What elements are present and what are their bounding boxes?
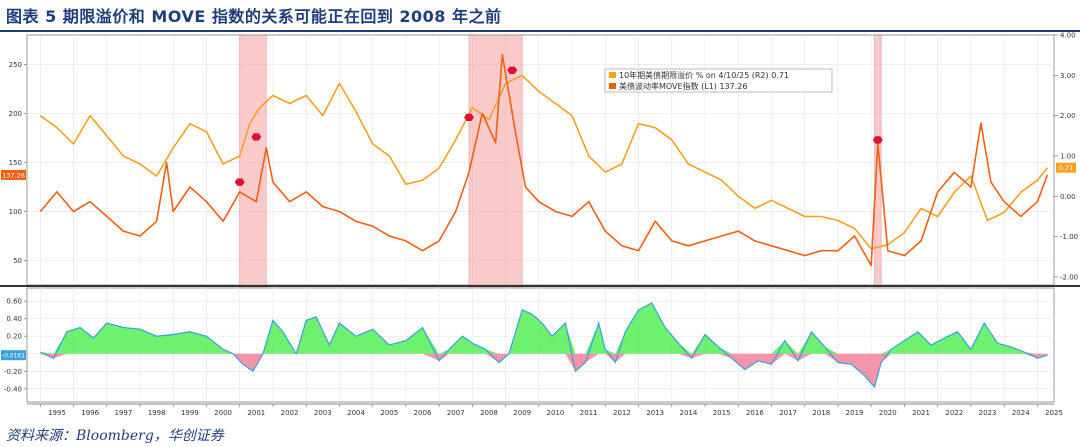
event-marker: [507, 66, 518, 74]
left-tick-label: 50: [13, 257, 22, 265]
spread-last-badge: [1, 350, 26, 361]
x-tick-label: 2022: [945, 409, 963, 417]
event-marker: [234, 178, 245, 186]
legend: 10年期美债期限溢价 % on 4/10/25 (R2) 0.71 美债波动率M…: [604, 68, 833, 93]
right-axis-ticks: -2.00 -1.00 0.00 1.00 2.00 3.00 4.00: [1054, 32, 1078, 281]
x-tick-label: 2001: [247, 409, 265, 417]
x-tick-label: 2014: [679, 409, 697, 417]
spread-area: [40, 302, 1048, 389]
spread-last-label: -0.0161: [2, 353, 25, 360]
bottom-axis-ticks: -0.40-0.200.000.200.400.60: [4, 298, 27, 393]
x-axis-ticks: 1995 1996 1997 1998 1999 2000 2001 2002 2003 2004…: [39, 404, 1063, 417]
x-tick-label: 1999: [181, 409, 199, 417]
x-tick-label: 2008: [480, 409, 498, 417]
bottom-tick-label: 0.60: [6, 298, 22, 306]
x-tick-label: 1996: [81, 409, 99, 417]
left-axis-ticks: 50 100 150 200 250: [9, 61, 27, 265]
x-tick-label: 2025: [1045, 409, 1063, 417]
x-tick-label: 2004: [347, 409, 365, 417]
bottom-tick-label: 0.20: [6, 333, 22, 341]
x-tick-label: 2010: [547, 409, 565, 417]
left-tick-label: 250: [9, 61, 22, 69]
x-tick-label: 2023: [979, 409, 997, 417]
right-tick-label: 2.00: [1060, 112, 1076, 120]
right-tick-label: 3.00: [1060, 72, 1076, 80]
x-tick-label: 2009: [513, 409, 531, 417]
x-tick-label: 2021: [912, 409, 930, 417]
x-tick-label: 2003: [314, 409, 332, 417]
bottom-tick-label: -0.40: [4, 385, 22, 393]
x-tick-label: 2017: [779, 409, 797, 417]
x-tick-label: 2012: [613, 409, 631, 417]
top-series: [39, 53, 1049, 267]
legend-swatch-term-premium: [609, 72, 616, 78]
x-tick-label: 2011: [580, 409, 598, 417]
event-markers: [234, 66, 883, 186]
positive-area: [40, 302, 1048, 354]
x-tick-label: 2013: [646, 409, 664, 417]
move-index-line: [39, 53, 1049, 267]
event-marker: [872, 136, 883, 144]
x-tick-label: 2002: [281, 409, 299, 417]
figure-title: 图表 5 期限溢价和 MOVE 指数的关系可能正在回到 2008 年之前: [6, 7, 502, 26]
left-tick-label: 100: [9, 208, 22, 216]
last-value-labels: 137.26 0.71: [1, 162, 1076, 180]
title-rule: [0, 30, 1080, 32]
x-tick-label: 2018: [812, 409, 830, 417]
term-premium-last-label: 0.71: [1059, 164, 1073, 172]
x-tick-label: 2000: [214, 409, 232, 417]
legend-label-term-premium: 10年期美债期限溢价 % on 4/10/25 (R2) 0.71: [619, 70, 789, 80]
event-marker: [251, 133, 262, 141]
x-tick-label: 2006: [414, 409, 432, 417]
bottom-tick-label: -0.20: [4, 368, 22, 376]
x-tick-label: 2020: [879, 409, 897, 417]
x-tick-label: 2015: [713, 409, 731, 417]
x-tick-label: 2019: [846, 409, 864, 417]
bottom-tick-label: 0.40: [6, 315, 22, 323]
right-tick-label: -2.00: [1060, 273, 1078, 281]
source-note: 资料来源：Bloomberg，华创证券: [6, 428, 224, 444]
bottom-last-value-label: -0.0161: [1, 350, 26, 361]
x-tick-label: 1995: [48, 409, 66, 417]
left-tick-label: 200: [9, 110, 22, 118]
x-tick-label: 1998: [148, 409, 166, 417]
event-marker: [464, 113, 474, 121]
move-last-label: 137.26: [2, 171, 25, 179]
legend-label-move: 美债波动率MOVE指数 (L1) 137.26: [619, 81, 747, 91]
spread-line: [40, 302, 1048, 389]
move-last-badge: [1, 169, 26, 180]
right-tick-label: 1.00: [1060, 152, 1076, 160]
chart-area: 50 100 150 200 250 -2.00 -1.00 0.00 1.00 2.00 3.0…: [0, 32, 1080, 417]
x-tick-label: 2024: [1012, 409, 1030, 417]
right-tick-label: -1.00: [1060, 233, 1078, 241]
right-tick-label: 0.00: [1060, 193, 1076, 201]
x-tick-label: 2005: [380, 409, 398, 417]
top-panel-frame: [26, 34, 1055, 286]
left-tick-label: 150: [9, 159, 22, 167]
term-premium-last-badge: [1056, 162, 1076, 173]
term-premium-line: [39, 74, 1049, 250]
legend-swatch-move: [609, 83, 616, 89]
x-tick-label: 2016: [746, 409, 764, 417]
x-tick-label: 1997: [114, 409, 132, 417]
x-tick-label: 2007: [447, 409, 465, 417]
right-tick-label: 4.00: [1060, 32, 1076, 40]
